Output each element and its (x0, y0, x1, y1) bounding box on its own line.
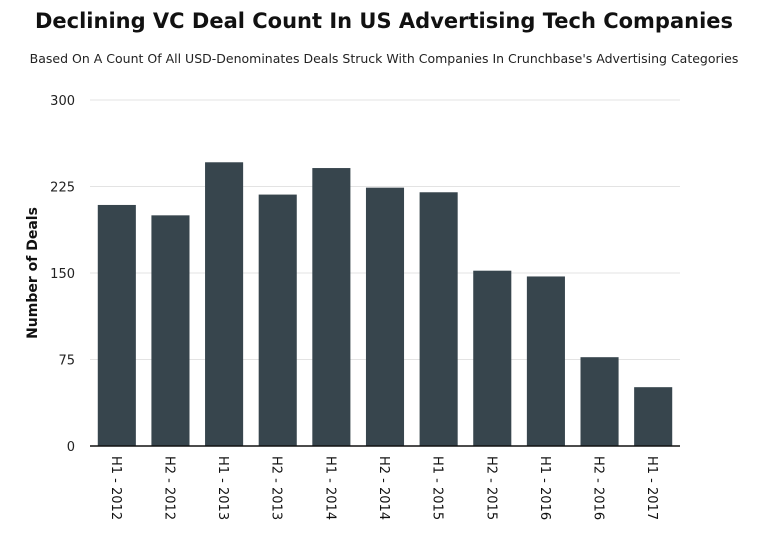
bar-h1-2014 (312, 168, 351, 446)
bar-h2-2012 (151, 215, 190, 446)
y-tick-label: 0 (67, 440, 75, 455)
chart-subtitle: Based On A Count Of All USD-Denominates … (29, 51, 739, 66)
x-tick-label: H1 - 2012 (108, 456, 123, 520)
y-tick-label: 225 (50, 181, 75, 196)
x-tick-label: H2 - 2016 (591, 456, 606, 520)
x-tick-label: H2 - 2015 (483, 456, 498, 520)
x-tick-label: H1 - 2017 (644, 456, 659, 520)
bar-h2-2015 (473, 270, 512, 446)
x-tick-label: H1 - 2014 (322, 456, 337, 520)
bar-h2-2016 (580, 357, 619, 446)
x-tick-label: H2 - 2013 (269, 456, 284, 520)
x-tick-label: H2 - 2012 (161, 456, 176, 520)
bar-h2-2014 (365, 187, 405, 447)
y-axis-tick-labels: 0 75 150 225 300 (50, 94, 75, 455)
x-tick-label: H1 - 2015 (430, 456, 445, 520)
chart-title: Declining VC Deal Count In US Advertisin… (34, 9, 734, 33)
x-tick-label: H1 - 2016 (537, 456, 552, 520)
y-tick-label: 75 (58, 354, 75, 369)
bar-h2-2013 (258, 194, 297, 446)
bars (97, 162, 673, 447)
y-tick-label: 150 (50, 267, 75, 282)
bar-h1-2012 (97, 204, 136, 446)
y-tick-label: 300 (50, 94, 75, 109)
x-tick-label: H1 - 2013 (215, 456, 230, 520)
bar-h1-2013 (205, 162, 244, 446)
bar-h1-2016 (526, 276, 565, 446)
x-tick-label: H2 - 2014 (376, 456, 391, 520)
bar-h1-2015 (419, 192, 458, 446)
bar-h1-2017 (634, 387, 673, 446)
y-axis-label: Number of Deals (25, 207, 41, 339)
x-axis-tick-labels: H1 - 2012 H2 - 2012 H1 - 2013 H2 - 2013 H1 -… (108, 456, 659, 520)
